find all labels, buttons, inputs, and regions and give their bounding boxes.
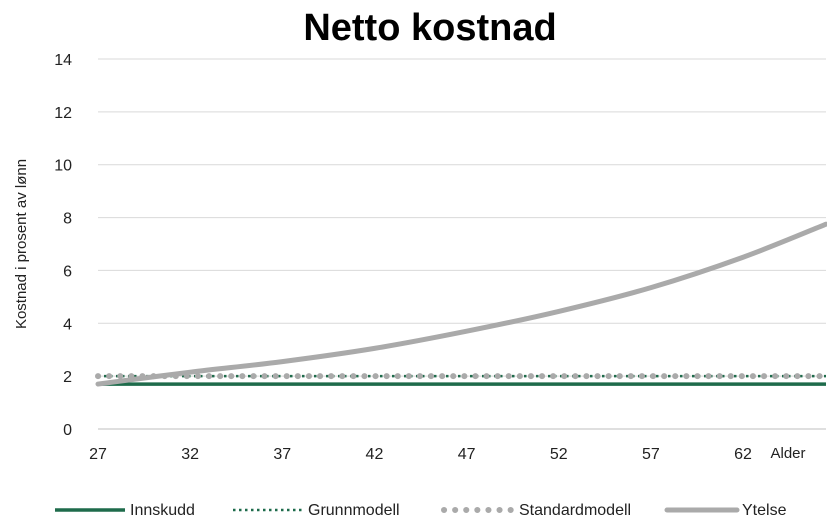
x-tick-62: 62	[734, 446, 752, 463]
y-tick-10: 10	[54, 158, 72, 175]
y-tick-4: 4	[63, 316, 72, 333]
x-tick-27: 27	[89, 446, 107, 463]
chart-title: Netto kostnad	[303, 7, 556, 49]
y-tick-14: 14	[54, 52, 72, 69]
y-tick-labels: 0 2 4 6 8 10 12 14	[54, 52, 72, 439]
series-lines	[95, 221, 827, 387]
y-tick-8: 8	[63, 211, 72, 228]
x-tick-47: 47	[458, 446, 476, 463]
legend-label-ytelse: Ytelse	[742, 502, 787, 519]
x-tick-57: 57	[642, 446, 660, 463]
legend-label-innskudd: Innskudd	[130, 502, 195, 519]
x-tick-32: 32	[181, 446, 199, 463]
y-tick-0: 0	[63, 422, 72, 439]
gridlines	[98, 58, 826, 430]
legend-label-grunnmodell: Grunnmodell	[308, 502, 400, 519]
x-tick-labels: 27 32 37 42 47 52 57 62	[89, 446, 752, 463]
x-tick-42: 42	[366, 446, 384, 463]
y-axis-label: Kostnad i prosent av lønn	[13, 159, 30, 329]
y-tick-6: 6	[63, 263, 72, 280]
x-axis-label: Alder	[770, 445, 805, 462]
x-tick-37: 37	[273, 446, 291, 463]
y-tick-2: 2	[63, 369, 72, 386]
series-line-ytelse	[95, 221, 827, 387]
legend-label-standardmodell: Standardmodell	[519, 502, 631, 519]
x-tick-52: 52	[550, 446, 568, 463]
legend: Innskudd Grunnmodell Standardmodell Ytelse	[55, 502, 787, 519]
y-tick-12: 12	[54, 105, 72, 122]
